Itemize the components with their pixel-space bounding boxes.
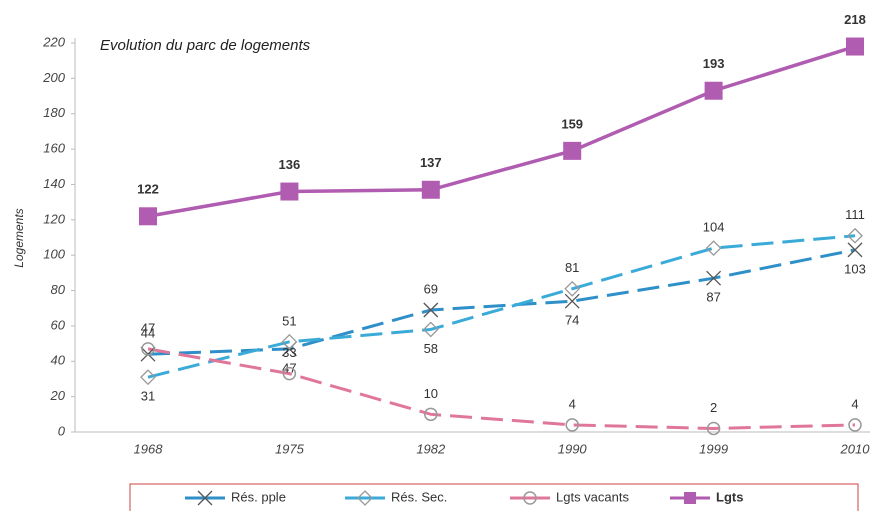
data-label: 103 xyxy=(844,261,866,276)
data-label: 74 xyxy=(565,313,579,328)
legend-marker xyxy=(684,492,696,504)
data-label: 10 xyxy=(424,386,438,401)
data-point xyxy=(847,242,863,258)
data-label: 69 xyxy=(424,281,438,296)
data-label: 51 xyxy=(282,313,296,328)
data-label: 44 xyxy=(141,326,155,341)
x-tick-label: 1990 xyxy=(558,441,588,456)
data-point xyxy=(140,369,156,386)
legend-label: Rés. pple xyxy=(231,489,286,504)
data-point xyxy=(564,293,580,309)
series-line xyxy=(147,234,856,379)
legend-label: Rés. Sec. xyxy=(391,489,447,504)
data-point xyxy=(280,182,299,201)
data-label: 136 xyxy=(279,157,301,172)
legend-marker xyxy=(523,491,537,505)
data-point xyxy=(704,81,723,100)
series-line xyxy=(147,347,856,430)
series-line xyxy=(147,44,856,219)
data-point xyxy=(281,333,298,350)
data-point xyxy=(564,280,581,297)
data-point xyxy=(139,207,157,226)
series-line xyxy=(147,248,856,356)
legend-marker xyxy=(197,490,213,506)
data-point xyxy=(421,180,440,199)
data-point xyxy=(847,227,863,244)
data-label: 58 xyxy=(424,341,438,356)
data-label: 193 xyxy=(703,56,725,71)
data-point xyxy=(423,302,439,318)
y-tick-label: 60 xyxy=(51,317,66,332)
data-point xyxy=(422,321,439,338)
x-tick-label: 1968 xyxy=(134,441,164,456)
data-label: 31 xyxy=(141,389,155,404)
y-tick-label: 80 xyxy=(51,282,66,297)
y-tick-label: 120 xyxy=(43,211,65,226)
y-tick-label: 180 xyxy=(43,105,65,120)
data-label: 4 xyxy=(851,396,858,411)
x-tick-label: 1982 xyxy=(416,441,446,456)
y-tick-label: 200 xyxy=(42,70,65,85)
data-point xyxy=(848,418,862,432)
y-tick-label: 0 xyxy=(58,423,66,438)
data-label: 33 xyxy=(282,345,296,360)
y-tick-label: 40 xyxy=(51,353,66,368)
data-point xyxy=(424,407,438,422)
data-point xyxy=(282,366,297,381)
data-label: 159 xyxy=(561,116,583,131)
x-tick-label: 1975 xyxy=(275,441,305,456)
data-point xyxy=(141,342,155,356)
data-label: 87 xyxy=(706,290,720,305)
legend-marker xyxy=(357,490,373,506)
data-point xyxy=(706,270,722,286)
y-tick-label: 20 xyxy=(50,388,66,403)
data-label: 104 xyxy=(703,220,725,235)
x-tick-label: 2010 xyxy=(840,441,871,456)
legend-label: Lgts vacants xyxy=(556,489,629,504)
data-point xyxy=(706,421,721,436)
legend-label: Lgts xyxy=(716,489,743,504)
data-label: 47 xyxy=(141,320,155,335)
data-label: 81 xyxy=(565,260,579,275)
data-point xyxy=(565,418,579,432)
data-label: 4 xyxy=(569,396,576,411)
y-tick-label: 140 xyxy=(43,176,65,191)
y-tick-label: 100 xyxy=(43,247,65,262)
data-label: 2 xyxy=(710,400,717,415)
data-label: 218 xyxy=(844,12,866,27)
y-tick-label: 220 xyxy=(42,34,65,49)
data-point xyxy=(705,240,722,257)
data-label: 137 xyxy=(420,155,442,170)
data-label: 111 xyxy=(845,207,865,222)
data-label: 122 xyxy=(137,182,159,197)
data-point xyxy=(563,141,582,160)
y-tick-label: 160 xyxy=(43,141,65,156)
chart-title: Evolution du parc de logements xyxy=(100,37,311,54)
data-point xyxy=(846,37,864,56)
x-tick-label: 1999 xyxy=(699,441,728,456)
y-axis-label: Logements xyxy=(12,208,26,267)
legend-box xyxy=(129,483,859,511)
